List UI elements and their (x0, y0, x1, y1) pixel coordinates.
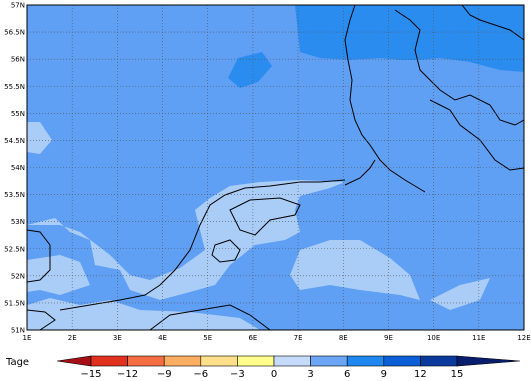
colorbar-box (90, 355, 128, 367)
lon-label: 10E (427, 334, 440, 342)
colorbar-label: −15 (80, 369, 101, 380)
colorbar-label: 6 (344, 369, 350, 380)
lat-label: 53N (11, 218, 25, 226)
colorbar: −15 −12 −9 −6 −3 0 3 6 9 12 15 (56, 355, 521, 380)
map-frame (26, 4, 525, 331)
lon-label: 2E (68, 334, 77, 342)
colorbar-title: Tage (5, 357, 29, 368)
lon-label: 3E (113, 334, 122, 342)
colorbar-box (310, 355, 348, 367)
lat-label: 53.5N (4, 191, 25, 199)
colorbar-box (163, 355, 202, 367)
field-high (228, 52, 272, 88)
field-low (430, 278, 490, 310)
coastline (27, 5, 524, 330)
colorbar-box (346, 355, 385, 367)
grid: 57N 56.5N 56N 55.5N 55N 54.5N 54N 53.5N 53N 52.5N… (4, 2, 531, 343)
lon-label: 11E (472, 334, 485, 342)
colorbar-label: 15 (451, 369, 464, 380)
colorbar-end (56, 355, 92, 367)
colorbar-box (127, 355, 165, 367)
lon-label: 9E (384, 334, 393, 342)
colorbar-end (456, 355, 521, 367)
lat-label: 55.5N (4, 83, 25, 91)
lat-label: 52N (11, 272, 25, 280)
lat-label: 57N (11, 2, 25, 10)
colorbar-box (273, 355, 311, 367)
field-low (27, 122, 52, 154)
map-field (27, 5, 524, 330)
lon-label: 6E (248, 334, 257, 342)
field-low (27, 255, 90, 295)
lon-label: 4E (158, 334, 167, 342)
lat-label: 54N (11, 164, 25, 172)
lat-label: 51.5N (4, 299, 25, 307)
colorbar-box (420, 355, 458, 367)
colorbar-box (383, 355, 421, 367)
colorbar-label: 9 (381, 369, 387, 380)
lon-label: 5E (203, 334, 212, 342)
colorbar-label: −9 (157, 369, 172, 380)
lon-label: 7E (294, 334, 303, 342)
lon-label: 8E (339, 334, 348, 342)
colorbar-label: 3 (307, 369, 313, 380)
colorbar-label: 12 (414, 369, 427, 380)
field-low (290, 240, 420, 300)
colorbar-box (200, 355, 238, 367)
colorbar-box (237, 355, 275, 367)
lat-label: 51N (11, 327, 25, 335)
lon-label: 12E (517, 334, 530, 342)
lat-label: 56.5N (4, 29, 25, 37)
lat-label: 55N (11, 110, 25, 118)
colorbar-label: −3 (230, 369, 245, 380)
colorbar-label: −6 (193, 369, 208, 380)
lat-label: 56N (11, 56, 25, 64)
lat-label: 52.5N (4, 245, 25, 253)
colorbar-label: −12 (117, 369, 138, 380)
colorbar-label: 0 (271, 369, 277, 380)
lat-label: 54.5N (4, 137, 25, 145)
field-low (27, 180, 345, 300)
lon-label: 1E (23, 334, 32, 342)
field-high (295, 5, 524, 72)
